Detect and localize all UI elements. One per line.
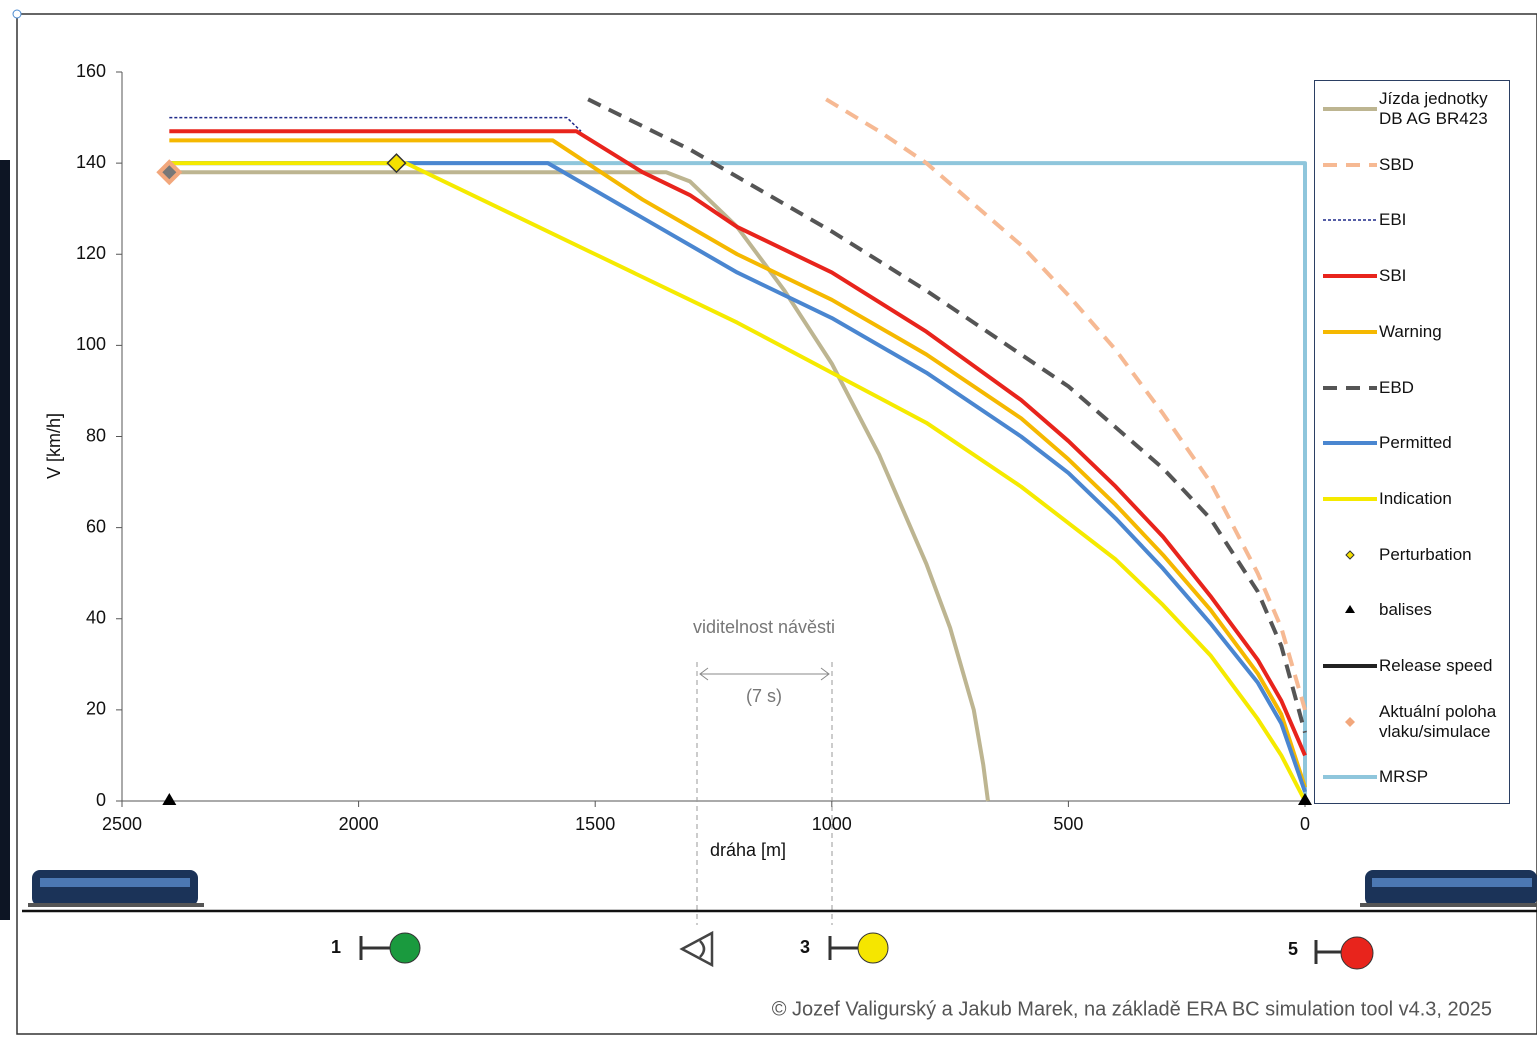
y-tick-label: 20 [86, 699, 106, 719]
series-line [169, 129, 1307, 757]
train [28, 870, 204, 907]
x-tick-label: 0 [1300, 814, 1310, 834]
legend: Jízda jednotky DB AG BR423 SBD EBI SBI Warni… [1314, 80, 1510, 804]
series-line [169, 161, 1307, 802]
legend-label: SBD [1379, 154, 1414, 174]
arrow-heads [699, 667, 830, 681]
series-line [825, 97, 1307, 711]
signal [359, 932, 421, 964]
legend-entry: EBI [1321, 210, 1509, 230]
legend-entry: SBD [1321, 155, 1509, 175]
legend-entry: Release speed [1321, 656, 1509, 676]
legend-label: MRSP [1379, 767, 1429, 787]
legend-label: Aktuální poloha vlaku/simulace [1379, 701, 1497, 741]
x-tick-label: 2500 [102, 814, 142, 834]
legend-label: Indication [1379, 488, 1452, 508]
y-tick-label: 40 [86, 608, 106, 628]
legend-entry: Aktuální poloha vlaku/simulace [1321, 702, 1509, 742]
handle [12, 9, 22, 19]
legend-swatch [1345, 549, 1355, 560]
legend-entry: EBD [1321, 378, 1509, 398]
x-tick-label: 1000 [812, 814, 852, 834]
legend-swatch [1323, 219, 1377, 222]
legend-marker [1345, 716, 1355, 727]
legend-swatch [1323, 107, 1377, 111]
x-axis-label: dráha [m] [710, 840, 786, 860]
train [1360, 870, 1537, 907]
y-tick-label: 0 [96, 790, 106, 810]
y-tick-label: 160 [76, 61, 106, 81]
legend-label: Warning [1379, 321, 1442, 341]
legend-entry: MRSP [1321, 767, 1509, 787]
legend-swatch [1323, 162, 1377, 167]
x-tick-label: 500 [1053, 814, 1083, 834]
legend-entry: Indication [1321, 489, 1509, 509]
y-tick-label: 80 [86, 425, 106, 445]
series-line [169, 170, 990, 802]
legend-entry: Perturbation [1321, 545, 1509, 565]
legend-entry: SBI [1321, 266, 1509, 286]
series-line [169, 161, 1307, 793]
series-line [587, 97, 1307, 734]
legend-label: EBI [1379, 210, 1407, 230]
x-tick-label: 2000 [339, 814, 379, 834]
legend-entry: balises [1321, 600, 1509, 620]
x-tick-label: 1500 [575, 814, 615, 834]
y-axis-label: V [km/h] [44, 413, 64, 479]
legend-swatch [1345, 716, 1355, 727]
balise-marker [1298, 793, 1312, 805]
legend-swatch [1323, 274, 1377, 279]
legend-swatch [1323, 775, 1377, 780]
legend-swatch [1345, 605, 1355, 614]
series-line [169, 116, 582, 132]
series-line [169, 161, 1307, 801]
series-line [169, 138, 1307, 788]
legend-label: Release speed [1379, 656, 1493, 675]
perturbation-marker [386, 153, 407, 174]
y-tick-label: 140 [76, 152, 106, 172]
eye-symbol [679, 930, 714, 968]
annotation: viditelnost návěsti [693, 617, 835, 637]
legend-label: balises [1379, 600, 1432, 620]
legend-entry: Warning [1321, 322, 1509, 342]
y-tick-label: 60 [86, 516, 106, 536]
legend-label: Permitted [1379, 433, 1452, 453]
legend-marker [1345, 549, 1355, 560]
frame [16, 13, 1537, 1035]
legend-swatch [1323, 385, 1377, 390]
legend-label: SBI [1379, 266, 1407, 286]
balise-marker [162, 793, 177, 805]
signal-label: 5 [1288, 939, 1298, 959]
legend-marker [1345, 605, 1355, 614]
legend-label: Jízda jednotky DB AG BR423 [1379, 89, 1488, 128]
legend-swatch [1323, 496, 1377, 501]
legend-entry: Jízda jednotky DB AG BR423 [1321, 89, 1509, 129]
legend-swatch [1323, 664, 1377, 668]
signal-label: 3 [800, 937, 810, 957]
legend-entry: Permitted [1321, 433, 1509, 453]
y-tick-label: 120 [76, 243, 106, 263]
annotation-duration: (7 s) [746, 686, 782, 706]
signal [1314, 936, 1374, 970]
legend-label: EBD [1379, 377, 1414, 397]
position-marker-inner [162, 165, 177, 180]
copyright: © Jozef Valigurský a Jakub Marek, na zák… [772, 998, 1492, 1020]
y-tick-label: 100 [76, 334, 106, 354]
background-window [0, 160, 10, 920]
legend-swatch [1323, 441, 1377, 446]
legend-swatch [1323, 329, 1377, 334]
signal [828, 932, 889, 964]
signal-label: 1 [331, 937, 341, 957]
legend-label: Perturbation [1379, 544, 1472, 564]
